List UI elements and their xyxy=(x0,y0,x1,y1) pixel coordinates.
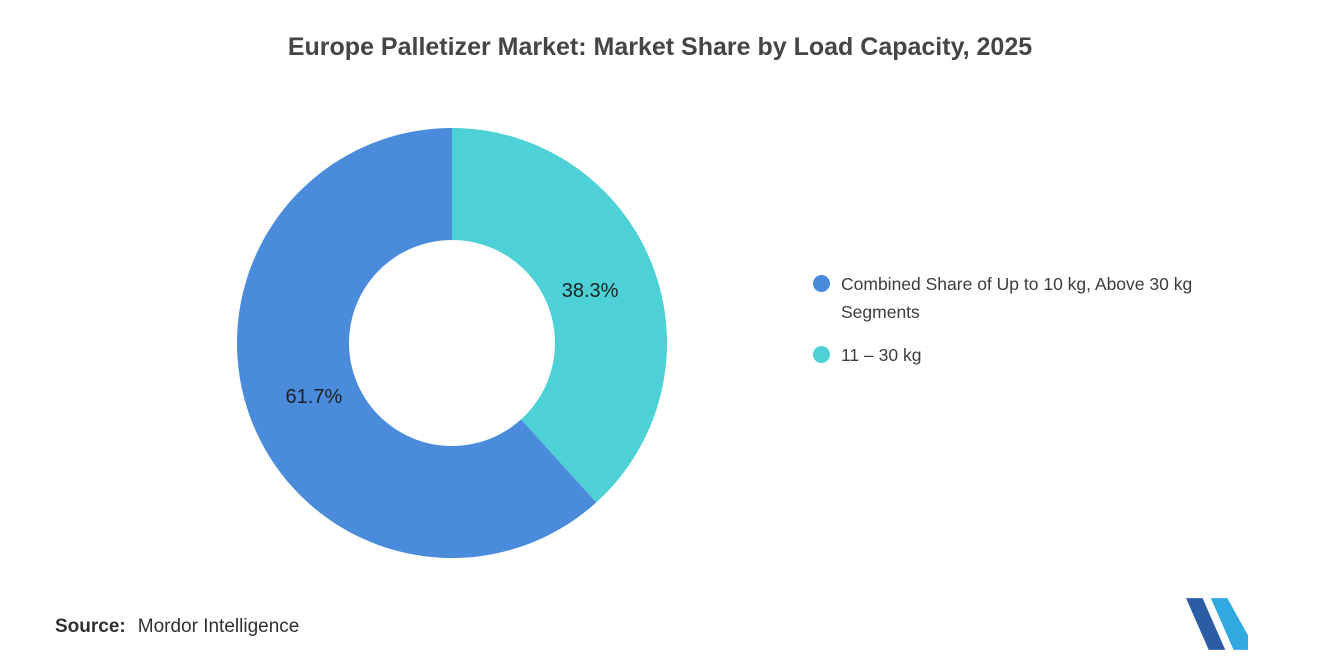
source-value: Mordor Intelligence xyxy=(137,616,300,637)
donut-slice-0 xyxy=(452,128,667,503)
chart-legend: Combined Share of Up to 10 kg, Above 30 … xyxy=(813,271,1241,370)
source-line: Source: Mordor Intelligence xyxy=(55,616,299,638)
logo-light-shape xyxy=(1210,598,1248,650)
legend-label-combined: Combined Share of Up to 10 kg, Above 30 … xyxy=(841,274,1193,322)
donut-chart: 38.3% 61.7% xyxy=(227,118,677,568)
chart-title: Europe Palletizer Market: Market Share b… xyxy=(287,33,1033,61)
legend-item-11-30kg: 11 – 30 kg xyxy=(813,342,1241,370)
legend-marker-teal-icon xyxy=(813,346,830,364)
legend-label-11-30kg: 11 – 30 kg xyxy=(841,345,922,366)
source-label: Source: xyxy=(55,616,126,637)
donut-chart-svg: 38.3% 61.7% xyxy=(237,128,667,558)
legend-marker-blue-icon xyxy=(813,275,830,292)
donut-slice-1 xyxy=(237,128,597,558)
mordor-intelligence-logo xyxy=(1186,598,1248,650)
slice-value-label-0: 38.3% xyxy=(562,280,619,302)
slice-value-label-1: 61.7% xyxy=(286,386,343,408)
legend-item-combined: Combined Share of Up to 10 kg, Above 30 … xyxy=(813,271,1241,326)
logo-dark-shape xyxy=(1186,598,1226,650)
